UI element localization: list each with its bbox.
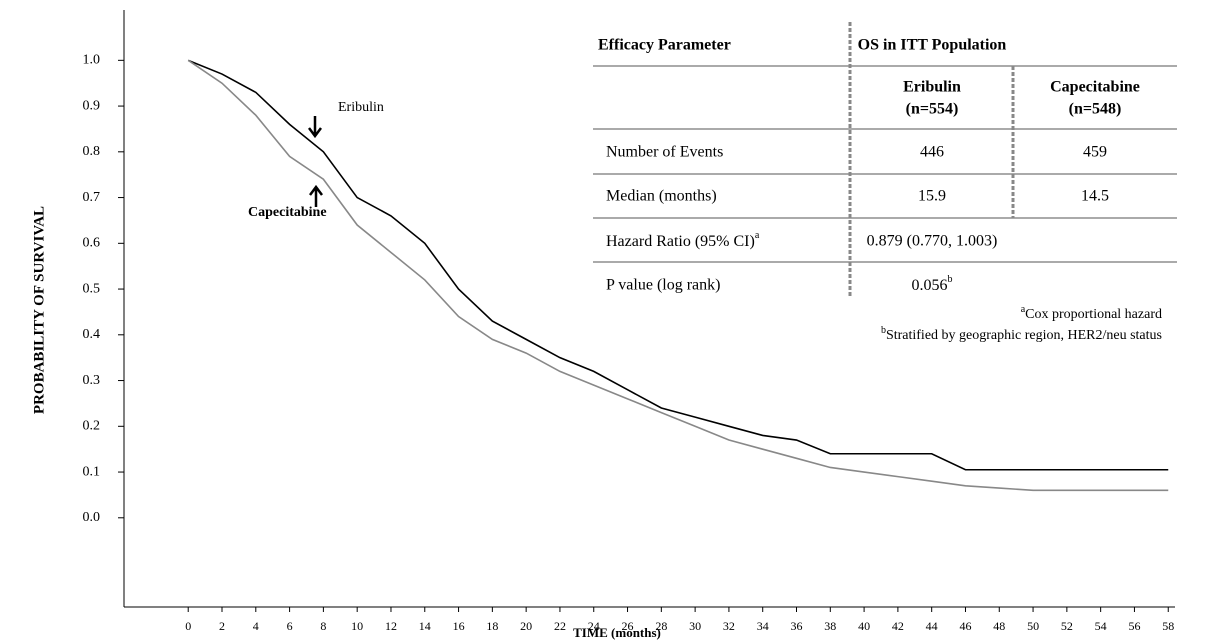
y-tick-label: 1.0 [83,53,101,68]
x-tick-label: 32 [723,619,735,633]
x-tick-label: 48 [993,619,1005,633]
text: Cox proportional hazard [1025,307,1162,322]
x-tick-label: 26 [622,619,634,633]
x-tick-label: 14 [419,619,431,633]
x-tick-label: 0 [185,619,191,633]
x-tick-label: 34 [757,619,769,633]
superscript: a [1021,304,1026,315]
table-subheader: Capecitabine [1050,79,1140,96]
x-tick-label: 22 [554,619,566,633]
x-tick-label: 54 [1095,619,1107,633]
series-label: Capecitabine [248,205,327,220]
superscript: b [881,325,886,336]
x-tick-label: 40 [858,619,870,633]
table: Efficacy Parameter OS in ITT Population … [593,22,1177,343]
x-tick-label: 24 [588,619,600,633]
y-tick-label: 0.6 [83,236,101,251]
table-subheader: Eribulin [903,79,961,96]
y-tick-label: 0.4 [83,327,101,342]
row-label: Median (months) [606,188,717,205]
x-tick-label: 18 [486,619,498,633]
table-header: Efficacy Parameter [598,37,731,54]
text: Stratified by geographic region, HER2/ne… [886,328,1162,343]
x-tick-label: 42 [892,619,904,633]
y-tick-label: 0.8 [83,144,101,159]
cell: 0.056b [912,274,953,293]
x-tick-label: 6 [287,619,293,633]
row-label: P value (log rank) [606,277,720,294]
x-tick-label: 30 [689,619,701,633]
y-tick-label: 0.3 [83,373,101,388]
y-tick-label: 0.7 [83,190,101,205]
x-tick-label: 50 [1027,619,1039,633]
x-tick-label: 2 [219,619,225,633]
x-tick-label: 36 [791,619,803,633]
x-tick-label: 12 [385,619,397,633]
x-tick-label: 8 [320,619,326,633]
survival-curve [187,59,1169,492]
text: 0.056 [912,277,948,294]
x-tick-label: 56 [1128,619,1140,633]
x-tick-label: 20 [520,619,532,633]
y-tick-label: 0.5 [83,281,101,296]
survival-curve [187,59,1169,471]
x-tick-label: 38 [824,619,836,633]
y-axis-title: PROBABILITY OF SURVIVAL [31,206,47,414]
text: Hazard Ratio (95% CI) [606,233,755,250]
cell: 15.9 [918,188,946,205]
arrow [309,184,323,207]
superscript: a [755,230,760,241]
series-label: Eribulin [338,100,384,115]
cell: 0.879 (0.770, 1.003) [867,233,998,250]
row-label: Hazard Ratio (95% CI)a [606,230,760,249]
x-tick-label: 46 [959,619,971,633]
x-tick-label: 52 [1061,619,1073,633]
cell: 446 [920,144,944,161]
x-tick-label: 10 [351,619,363,633]
y-tick-label: 0.0 [83,510,101,525]
arrow [308,116,322,139]
x-tick-label: 58 [1162,619,1174,633]
table-subheader: (n=554) [906,101,959,118]
x-tick-label: 4 [253,619,259,633]
superscript: b [948,274,953,285]
y-tick-label: 0.9 [83,98,101,113]
y-tick-label: 0.1 [83,464,101,479]
x-tick-label: 44 [926,619,938,633]
footnote: aCox proportional hazard [1021,304,1162,322]
row-label: Number of Events [606,144,723,161]
footnote: bStratified by geographic region, HER2/n… [881,325,1162,343]
cell: 459 [1083,144,1107,161]
x-axis-title: TIME (months) [573,625,661,640]
table-subheader: (n=548) [1069,101,1122,118]
table-header: OS in ITT Population [858,37,1007,54]
x-tick-label: 28 [655,619,667,633]
x-tick-label: 16 [453,619,465,633]
cell: 14.5 [1081,188,1109,205]
y-tick-label: 0.2 [83,419,101,434]
